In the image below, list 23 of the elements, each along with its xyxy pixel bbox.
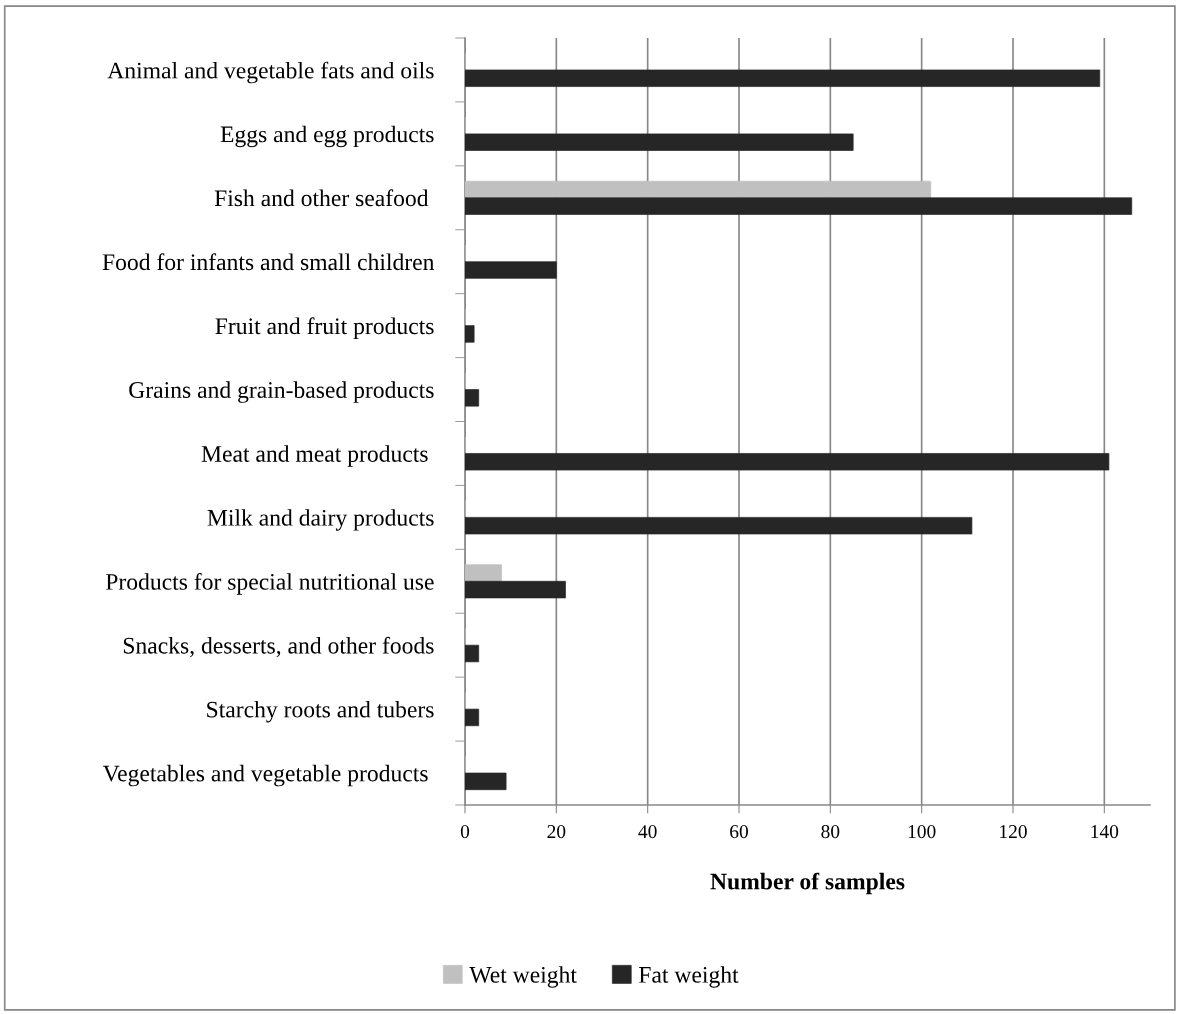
legend-label: Fat weight <box>638 966 739 988</box>
y-tick-label: Fish and other seafood <box>214 189 429 207</box>
y-tick-label: Animal and vegetable fats and oils <box>107 61 434 84</box>
x-tick-label: 80 <box>821 825 840 839</box>
x-tick-label: 140 <box>1091 825 1119 839</box>
x-axis-title: Number of samples <box>710 872 905 895</box>
y-tick-label: Starchy roots and tubers <box>207 700 434 723</box>
x-tick-label: 40 <box>638 825 657 839</box>
y-tick-label: Food for infants and small children <box>102 253 435 271</box>
x-tick-label: 100 <box>908 825 936 839</box>
y-tick-label: Products for special nutritional use <box>105 572 434 595</box>
y-tick-label: Milk and dairy products <box>207 509 434 531</box>
y-tick-label: Grains and grain-based products <box>129 381 434 403</box>
x-tick-label: 60 <box>730 825 748 839</box>
y-tick-label: Vegetables and vegetable products <box>102 764 428 787</box>
legend-label: Wet weight <box>469 966 577 988</box>
y-tick-label: Snacks, desserts, and other foods <box>123 636 434 658</box>
y-tick-label: Meat and meat products <box>201 445 428 467</box>
x-tick-label: 0 <box>460 825 470 839</box>
x-tick-label: 20 <box>547 825 566 839</box>
y-tick-label: Eggs and egg products <box>220 125 434 148</box>
y-tick-label: Fruit and fruit products <box>215 317 434 339</box>
x-tick-label: 120 <box>1000 825 1027 839</box>
